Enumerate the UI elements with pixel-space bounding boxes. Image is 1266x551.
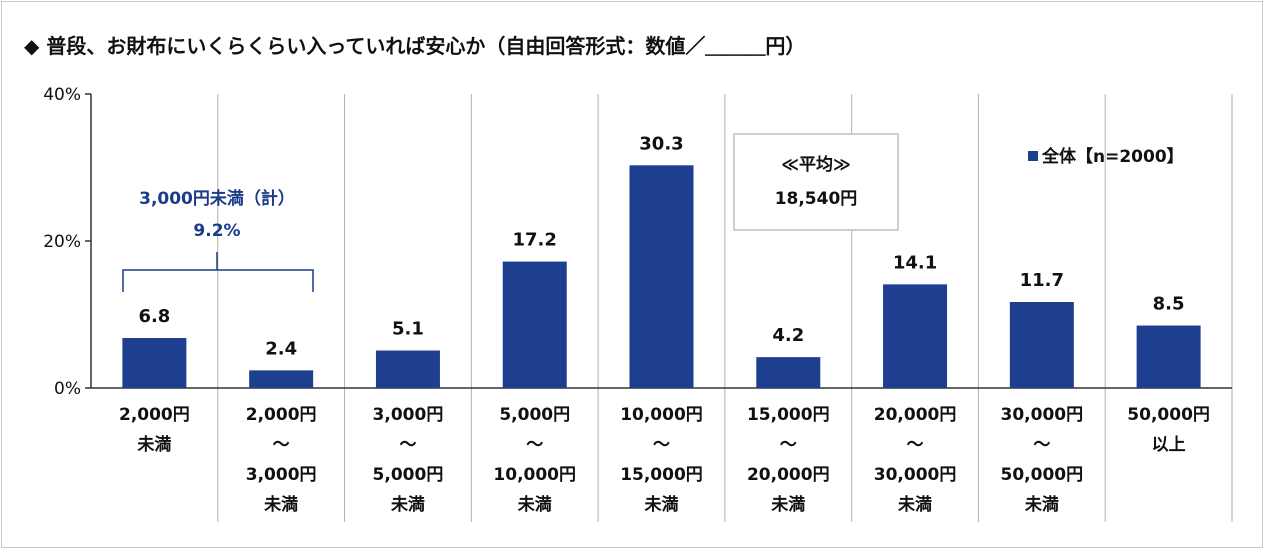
category-label-line: ～ [907,435,924,455]
category-label-line: 20,000円 [874,405,957,425]
average-label: ≪平均≫ [781,154,851,175]
category-label-line: 以上 [1152,435,1186,455]
category-label: 2,000円 ～ 3,000円未満 [246,405,317,515]
subtotal-value: 9.2% [193,221,240,241]
category-label-line: 未満 [770,494,805,515]
chart-title: ◆ 普段、お財布にいくらくらい入っていれば安心か（自由回答形式：数値／＿＿＿円） [24,34,806,58]
category-label-line: 20,000円 [747,465,830,485]
category-label-line: 15,000円 [620,465,703,485]
category-label-line: 未満 [517,494,552,515]
category-label-line: 5,000円 [373,465,444,485]
bar [1009,302,1074,388]
category-label-line: ～ [653,435,670,455]
subtotal-bracket [122,252,314,292]
category-label: 15,000円 ～ 20,000円未満 [747,405,830,515]
category-label-line: 未満 [390,494,425,515]
category-label-line: 未満 [136,434,171,455]
average-value: 18,540円 [775,189,858,209]
category-label-line: ～ [780,435,797,455]
category-label: 3,000円 ～ 5,000円未満 [373,405,444,515]
category-label-line: 2,000円 [119,405,190,425]
bar [883,284,948,388]
category-label-line: 5,000円 [499,405,570,425]
category-label: 20,000円 ～ 30,000円未満 [874,405,957,515]
bar [1136,325,1201,388]
bar [756,357,821,388]
average-box: ≪平均≫ 18,540円 [733,133,899,231]
category-label: 30,000円 ～ 50,000円未満 [1001,405,1084,515]
value-label: 11.7 [1020,270,1064,291]
value-label: 14.1 [893,252,937,273]
category-label-line: 3,000円 [246,465,317,485]
category-label-line: 30,000円 [1001,405,1084,425]
value-label: 6.8 [138,306,170,327]
category-label-line: 50,000円 [1001,465,1084,485]
value-label: 30.3 [639,133,683,154]
category-label-line: ～ [273,435,290,455]
y-tick-label: 40% [43,85,81,105]
category-label-line: 未満 [644,494,679,515]
bar-series [122,165,1201,388]
legend-label: 全体【n=2000】 [1041,146,1184,167]
legend: 全体【n=2000】 [1028,146,1184,167]
subtotal-annotation: 3,000円未満（計） 9.2% [122,188,314,292]
category-label-line: 3,000円 [373,405,444,425]
subtotal-label: 3,000円未満（計） [139,188,295,209]
category-label-line: 未満 [263,494,298,515]
value-label: 8.5 [1153,294,1185,315]
bar [502,261,567,388]
category-label-line: 50,000円 [1127,405,1210,425]
category-label-line: 2,000円 [246,405,317,425]
y-tick-label: 0% [54,379,81,399]
category-label-line: 10,000円 [493,465,576,485]
category-label-line: 未満 [1024,494,1059,515]
value-label: 4.2 [772,325,804,346]
y-tick-label: 20% [43,232,81,252]
value-label: 2.4 [265,338,297,359]
value-labels: 6.8 2.4 5.1 17.2 30.3 4.2 14.1 11.7 8.5 [138,133,1184,359]
category-label-line: 10,000円 [620,405,703,425]
category-label: 2,000円未満 [119,405,190,455]
category-labels: 2,000円未満2,000円～3,000円未満3,000円～5,000円未満5,… [119,405,1210,515]
category-label-line: ～ [526,435,543,455]
category-label-line: ～ [1033,435,1050,455]
value-label: 17.2 [513,230,557,251]
value-label: 5.1 [392,319,424,340]
bar [249,370,314,388]
bar [375,350,440,388]
category-label-line: 未満 [897,494,932,515]
category-label: 10,000円 ～ 15,000円未満 [620,405,703,515]
category-label-line: 30,000円 [874,465,957,485]
category-separators [217,94,1233,522]
category-label: 5,000円 ～ 10,000円未満 [493,405,576,515]
category-label-line: 15,000円 [747,405,830,425]
average-box-border [733,133,899,231]
bar [629,165,694,388]
legend-swatch [1028,151,1038,161]
category-label-line: ～ [399,435,416,455]
bar [122,338,187,388]
